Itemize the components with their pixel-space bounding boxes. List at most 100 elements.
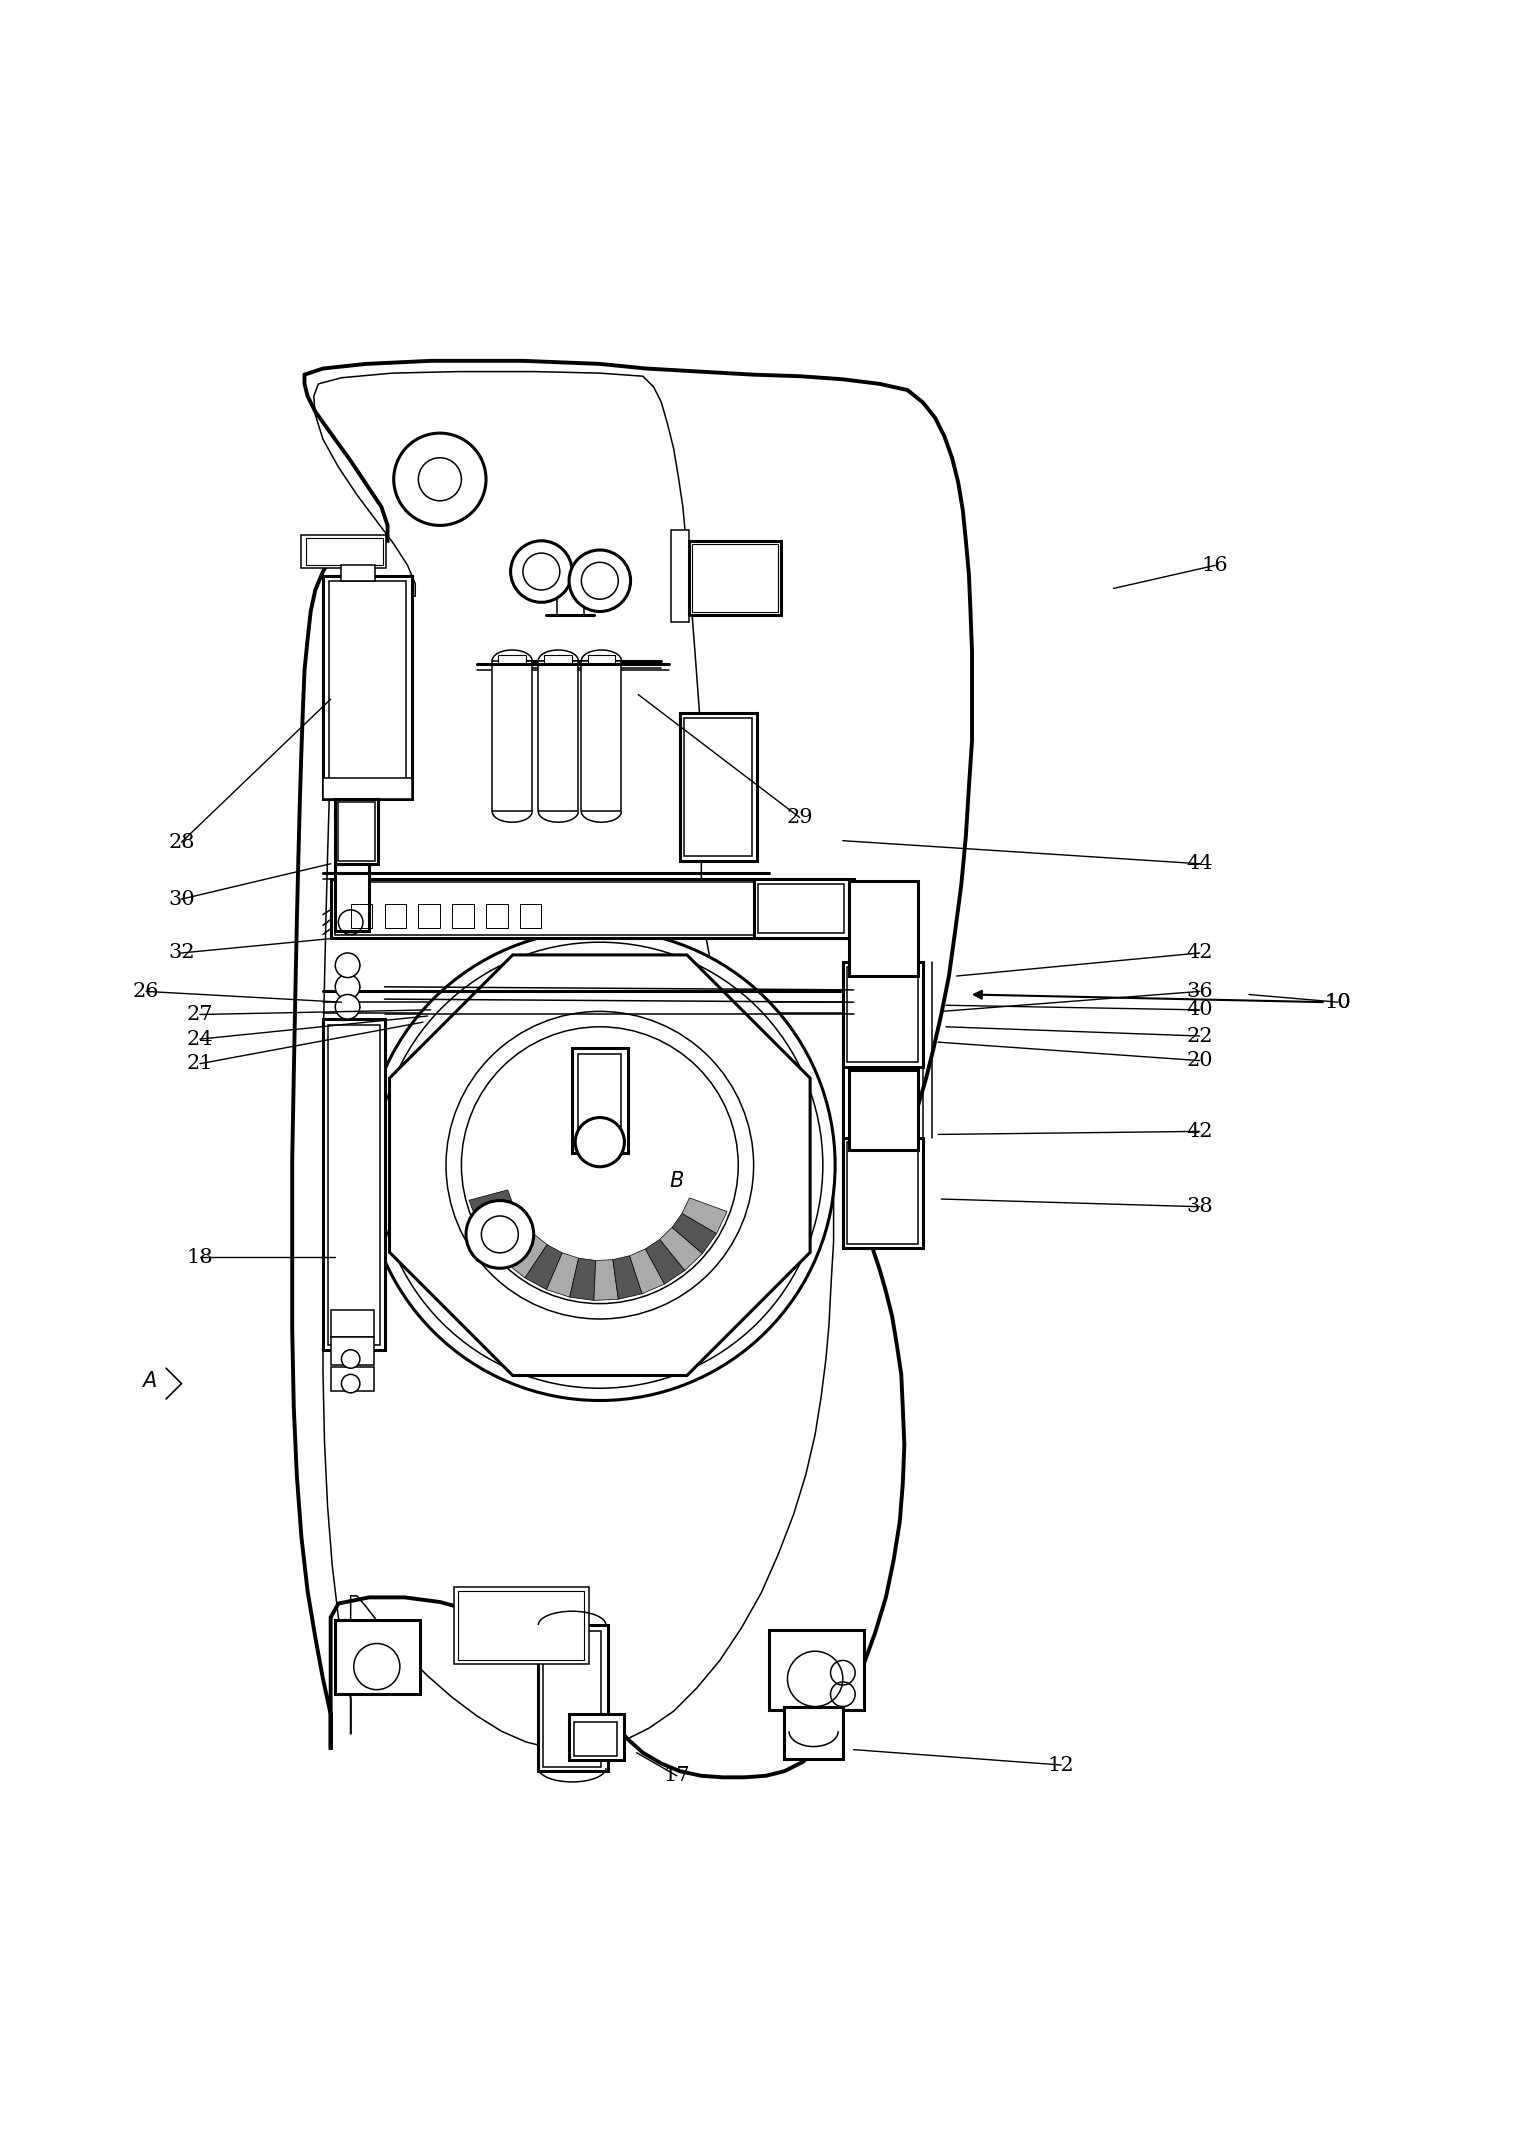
Text: $\mathit{B}$: $\mathit{B}$ [669, 1171, 684, 1190]
Circle shape [511, 540, 572, 603]
Polygon shape [524, 1244, 563, 1289]
Circle shape [575, 1117, 624, 1166]
Text: 26: 26 [132, 981, 160, 1001]
Bar [335, 798, 378, 863]
Bar [492, 661, 532, 811]
Bar [574, 1722, 617, 1756]
Bar [306, 538, 383, 566]
Bar [578, 1054, 621, 1147]
Bar [689, 540, 781, 615]
Text: 30: 30 [168, 889, 195, 908]
Bar [418, 904, 440, 928]
Circle shape [446, 1011, 754, 1319]
Text: 42: 42 [1186, 943, 1213, 962]
Bar [847, 1143, 918, 1244]
Bar [538, 1625, 608, 1771]
Bar [849, 1070, 918, 1149]
Polygon shape [491, 1220, 534, 1263]
Bar [338, 803, 375, 861]
Bar [331, 1367, 374, 1392]
Polygon shape [672, 1214, 717, 1252]
Bar [680, 712, 757, 861]
Circle shape [335, 953, 360, 977]
Bar [328, 1024, 380, 1345]
Bar [849, 880, 918, 977]
Polygon shape [506, 1233, 548, 1278]
Bar [769, 1629, 864, 1709]
Polygon shape [546, 1252, 578, 1298]
Text: $\mathit{A}$: $\mathit{A}$ [141, 1371, 157, 1390]
Circle shape [341, 1349, 360, 1369]
Bar [486, 904, 508, 928]
Bar [331, 1336, 374, 1364]
Text: 32: 32 [168, 943, 195, 962]
Bar [351, 904, 372, 928]
Polygon shape [612, 1257, 643, 1300]
Bar [331, 1311, 374, 1336]
Bar [454, 1586, 589, 1663]
Bar [341, 566, 375, 581]
Bar [843, 1138, 923, 1248]
Text: 28: 28 [168, 833, 195, 852]
Text: 12: 12 [1047, 1756, 1075, 1775]
Circle shape [466, 1201, 534, 1268]
Polygon shape [477, 1205, 523, 1244]
Bar [692, 544, 778, 611]
Bar [498, 654, 526, 663]
Text: 10: 10 [1324, 992, 1352, 1011]
Text: 27: 27 [186, 1005, 214, 1024]
Bar [458, 1590, 584, 1661]
Circle shape [377, 943, 823, 1388]
Text: 20: 20 [1186, 1050, 1213, 1070]
Polygon shape [660, 1227, 703, 1270]
Text: 18: 18 [186, 1248, 214, 1268]
Bar [588, 654, 615, 663]
Bar [323, 777, 412, 798]
Circle shape [335, 994, 360, 1020]
Bar [543, 1631, 601, 1767]
Text: 22: 22 [1186, 1027, 1213, 1046]
Circle shape [365, 930, 835, 1401]
Bar [758, 884, 844, 934]
Circle shape [341, 1375, 360, 1392]
Text: 36: 36 [1186, 981, 1213, 1001]
Bar [323, 577, 412, 798]
Polygon shape [469, 1190, 514, 1222]
Bar [335, 863, 369, 932]
Bar [301, 534, 386, 568]
Bar [323, 1020, 384, 1349]
Text: 38: 38 [1186, 1197, 1213, 1216]
Circle shape [569, 551, 631, 611]
Bar [538, 661, 578, 811]
Polygon shape [681, 1199, 727, 1233]
Bar [569, 1715, 624, 1760]
Bar [384, 904, 406, 928]
Polygon shape [569, 1259, 595, 1300]
Text: 42: 42 [1186, 1121, 1213, 1141]
Text: 17: 17 [663, 1767, 691, 1786]
Text: 21: 21 [186, 1054, 214, 1074]
Bar [331, 880, 854, 938]
Text: 16: 16 [1201, 555, 1229, 575]
Bar [754, 880, 849, 938]
PathPatch shape [292, 362, 972, 1778]
Bar [581, 661, 621, 811]
Polygon shape [389, 955, 811, 1375]
Bar [784, 1707, 843, 1758]
Polygon shape [594, 1259, 618, 1300]
Bar [671, 529, 689, 622]
Text: 40: 40 [1186, 1001, 1213, 1020]
Bar [684, 717, 752, 856]
Bar [335, 1620, 420, 1694]
Bar [572, 1048, 628, 1153]
Bar [329, 581, 406, 792]
Bar [847, 966, 918, 1063]
Text: 24: 24 [186, 1029, 214, 1048]
Text: 29: 29 [786, 809, 814, 826]
Text: 44: 44 [1186, 854, 1213, 874]
Circle shape [335, 975, 360, 999]
Bar [843, 962, 923, 1067]
Polygon shape [629, 1248, 664, 1293]
Bar [544, 654, 572, 663]
Bar [452, 904, 474, 928]
